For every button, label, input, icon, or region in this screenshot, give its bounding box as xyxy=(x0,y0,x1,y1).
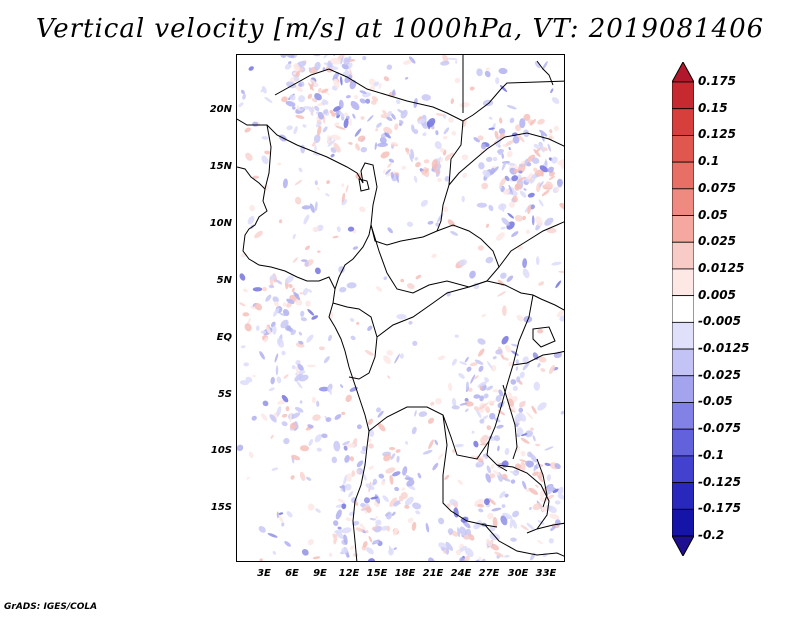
credit-text: GrADS: IGES/COLA xyxy=(4,602,98,612)
colorbar-label: -0.025 xyxy=(698,367,741,382)
colorbar-segment xyxy=(672,81,694,110)
colorbar-bottom-triangle xyxy=(672,535,694,556)
colorbar-segment xyxy=(672,108,694,136)
colorbar-segments xyxy=(672,62,694,556)
lat-label: 15S xyxy=(210,502,232,513)
chad-border xyxy=(360,162,402,246)
colorbar-label: 0.175 xyxy=(698,74,736,88)
colorbar-label: 0.0125 xyxy=(698,260,745,275)
lon-label: 33E xyxy=(535,568,557,579)
colorbar-segment xyxy=(672,402,694,430)
lon-label: 12E xyxy=(338,568,360,579)
lat-label: 10S xyxy=(210,445,232,456)
map-title: Vertical velocity [m/s] at 1000hPa, VT: … xyxy=(35,14,765,44)
colorbar-segment xyxy=(672,188,694,216)
map-panel xyxy=(236,54,565,562)
colorbar-segment xyxy=(672,268,694,297)
east-africa-border xyxy=(462,80,564,122)
colorbar-segment xyxy=(672,321,694,350)
niger-border xyxy=(237,118,364,184)
lat-label: 10N xyxy=(209,218,232,229)
mozambique-border xyxy=(536,522,564,530)
angola-zambia-border xyxy=(442,414,498,528)
car-border xyxy=(370,224,500,294)
colorbar-label: -0.05 xyxy=(698,394,733,409)
velocity-field xyxy=(237,55,564,561)
sudan-chad-border xyxy=(436,120,464,232)
lat-label: 15N xyxy=(209,161,232,172)
country-borders xyxy=(237,55,564,561)
lake-tanganyika xyxy=(502,384,518,460)
lon-label: 9E xyxy=(313,568,327,579)
colorbar-label: -0.125 xyxy=(698,474,741,489)
colorbar-label: -0.175 xyxy=(698,501,741,516)
colorbar-label: 0.075 xyxy=(698,180,736,195)
colorbar-label: -0.2 xyxy=(698,528,725,542)
colorbar-segment xyxy=(672,375,694,403)
vertical-velocity-map xyxy=(237,55,564,561)
zambia-malawi-border xyxy=(496,464,550,534)
nigeria-border xyxy=(264,124,272,190)
lon-label: 6E xyxy=(285,568,299,579)
congo-gabon-border xyxy=(332,302,378,380)
colorbar-top-triangle xyxy=(672,62,694,83)
lon-label: 3E xyxy=(257,568,271,579)
colorbar-segment xyxy=(672,482,694,510)
colorbar-label: 0.125 xyxy=(698,127,736,142)
lat-label: 5S xyxy=(217,389,232,400)
colorbar-label: 0.025 xyxy=(698,234,736,249)
colorbar-label: 0.1 xyxy=(698,154,720,169)
south-sudan-border xyxy=(498,221,564,268)
lake-victoria xyxy=(532,326,556,348)
colorbar-label: 0.05 xyxy=(698,207,728,222)
arabian-coast xyxy=(536,60,554,86)
zimbabwe-border xyxy=(484,524,564,557)
lon-label: 30E xyxy=(507,568,529,579)
lon-label: 18E xyxy=(394,568,416,579)
colorbar-label: 0.005 xyxy=(698,287,736,302)
lake-chad xyxy=(358,178,370,192)
lon-label: 21E xyxy=(422,568,444,579)
colorbar-label: 0.15 xyxy=(698,100,728,115)
colorbar xyxy=(672,62,694,556)
colorbar-label: -0.075 xyxy=(698,421,741,436)
lat-label: 5N xyxy=(216,275,232,286)
lake-malawi xyxy=(536,458,548,508)
lon-label: 27E xyxy=(478,568,500,579)
colorbar-label: -0.0125 xyxy=(698,341,750,356)
libya-chad-border xyxy=(274,68,464,122)
colorbar-segment xyxy=(672,508,694,537)
lakes xyxy=(358,178,556,508)
colorbar-segment xyxy=(672,215,694,243)
colorbar-segment xyxy=(672,428,694,457)
drc-border-north xyxy=(376,280,534,338)
cameroon-border xyxy=(334,224,372,290)
colorbar-segment xyxy=(672,348,694,377)
colorbar-segment xyxy=(672,455,694,483)
uganda-kenya-border xyxy=(532,294,564,311)
colorbar-segment xyxy=(672,295,694,323)
colorbar-segment xyxy=(672,135,694,163)
lon-label: 15E xyxy=(366,568,388,579)
colorbar-segment xyxy=(672,241,694,270)
lon-label: 24E xyxy=(450,568,472,579)
lat-label: EQ xyxy=(216,332,232,343)
west-africa-coast xyxy=(237,166,336,328)
sudan-south-border xyxy=(448,132,564,186)
colorbar-segment xyxy=(672,161,694,190)
colorbar-label: -0.005 xyxy=(698,314,741,329)
lat-label: 20N xyxy=(209,104,232,115)
tanzania-border xyxy=(512,350,564,366)
drc-east-border xyxy=(486,294,534,472)
colorbar-label: -0.1 xyxy=(698,447,725,462)
